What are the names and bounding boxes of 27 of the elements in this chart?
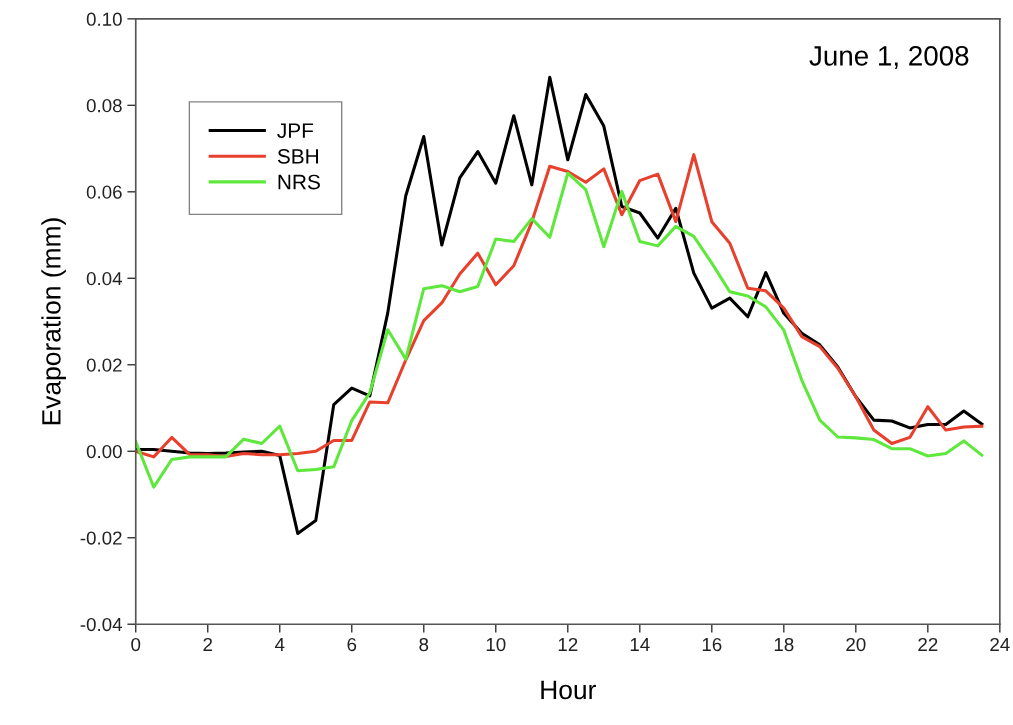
y-tick-label: 0.02 [86,358,122,372]
y-tick-label: 0.04 [86,272,122,286]
y-tick-label: 0.10 [86,12,122,26]
y-tick-label: -0.04 [80,617,122,632]
x-tick-label: 4 [274,638,285,652]
legend-label: JPF [277,123,314,139]
x-axis-title: Hour [541,680,596,700]
x-tick-label: 22 [918,637,938,652]
x-tick-label: 8 [419,637,429,652]
x-tick-label: 16 [702,637,722,652]
x-tick-label: 2 [203,637,213,652]
y-tick-label: -0.02 [80,531,122,545]
x-tick-label: 12 [558,637,578,652]
x-tick-label: 6 [347,637,357,652]
y-tick-label: 0.08 [86,99,122,113]
annotation: June 1, 2008 [809,45,969,69]
x-tick-label: 24 [990,637,1010,652]
x-tick-label: 14 [630,638,650,652]
x-tick-label: 10 [486,637,506,652]
x-tick-label: 18 [774,637,794,652]
y-axis-title: Evaporation (mm) [41,218,66,425]
y-tick-label: 0.06 [86,185,122,199]
x-tick-label: 20 [846,637,866,652]
y-tick-label: 0.00 [86,444,122,459]
legend-label: SBH [277,148,318,164]
x-tick-label: 0 [131,637,141,652]
legend-label: NRS [278,174,320,190]
